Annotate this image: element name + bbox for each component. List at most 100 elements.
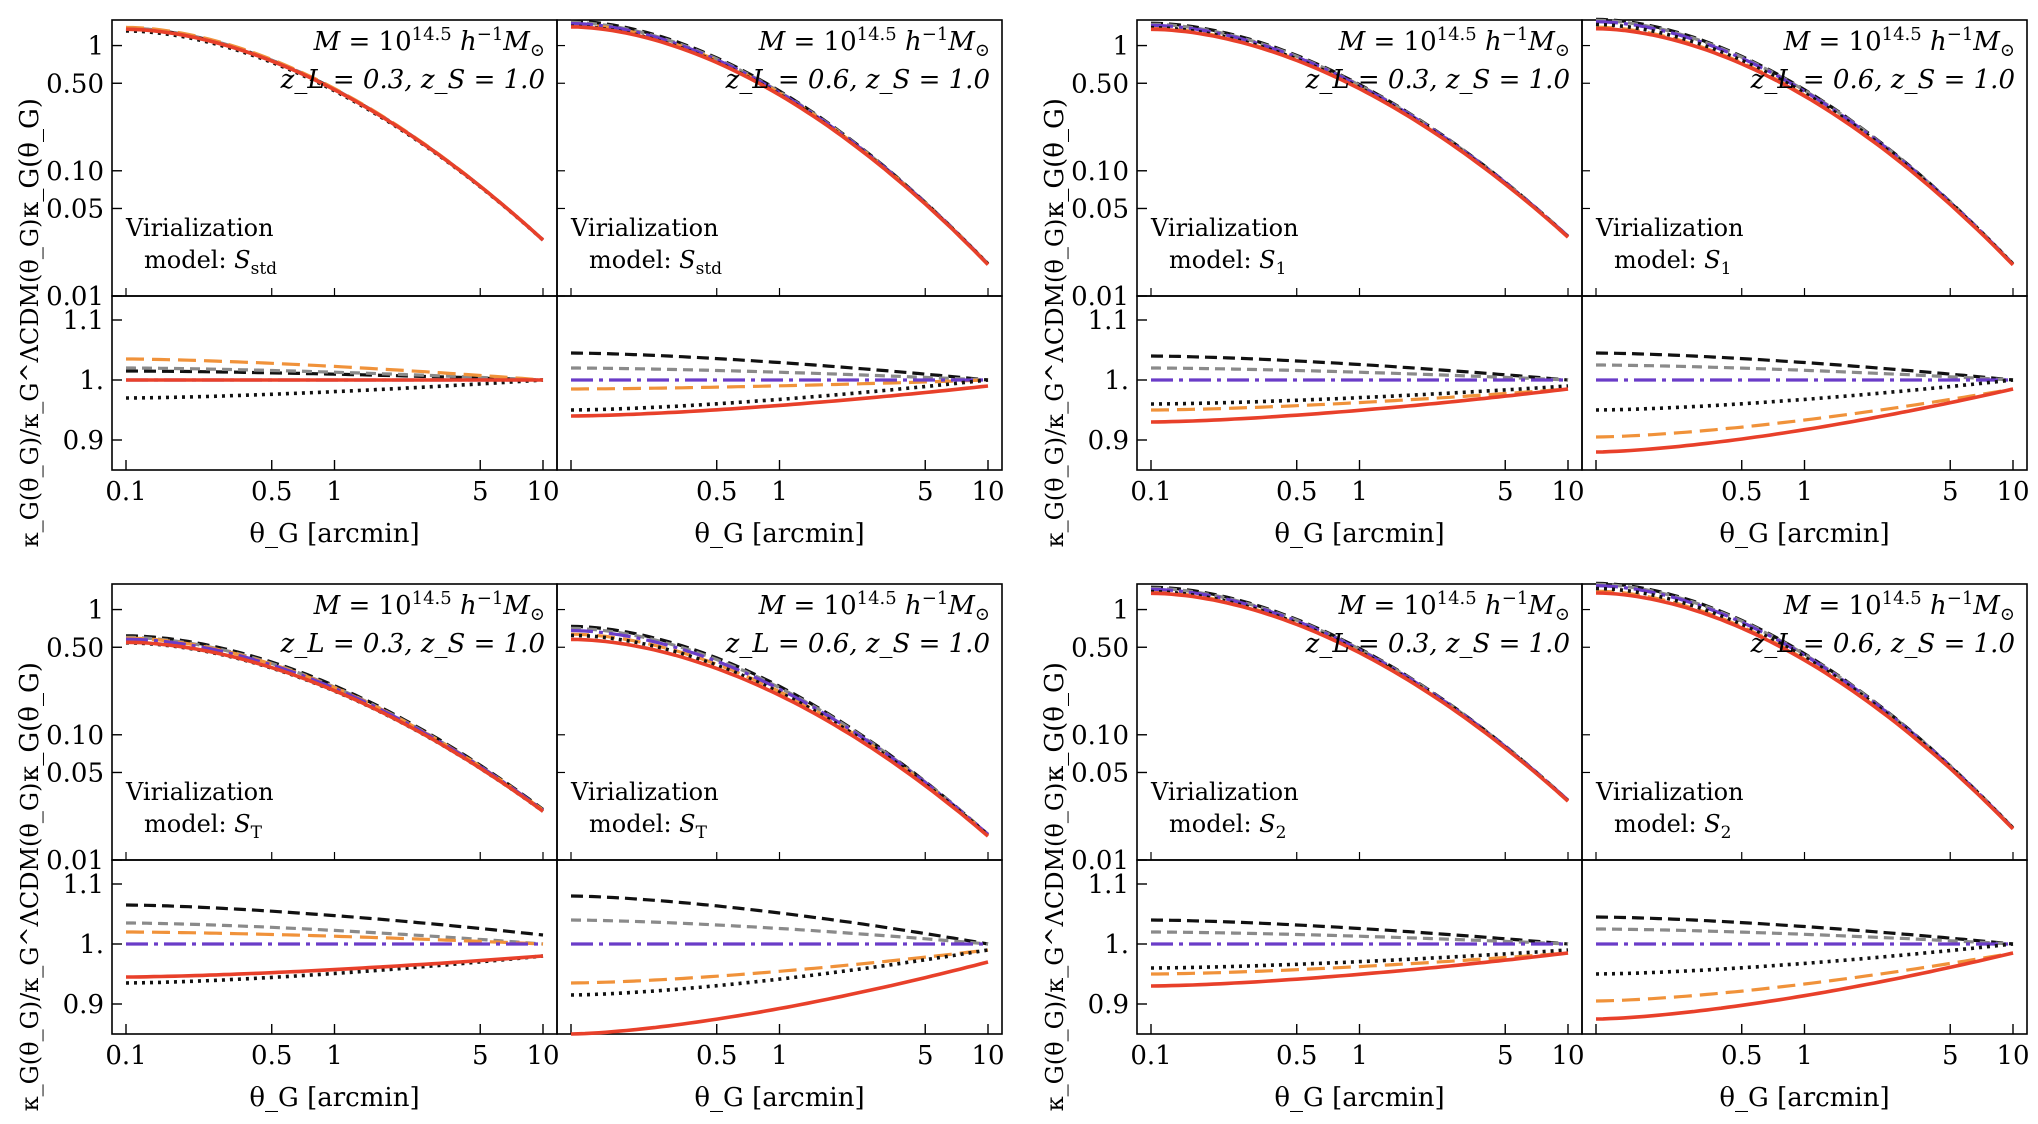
text-part: h [897, 591, 922, 621]
ratio-curve-orange_dashed [571, 378, 989, 391]
x-tick-label: 5 [472, 477, 489, 507]
x-tick-label: 5 [472, 1041, 489, 1071]
x-axis-label: θ_G [arcmin] [694, 519, 864, 549]
ratio-curve-gray_dashed [1151, 366, 1569, 382]
redshift-annotation: z_L = 0.3, z_S = 1.0 [1305, 629, 1570, 659]
virialization-label: Virialization [125, 778, 274, 806]
mass-annotation: M = 1014.5 h−1M⊙ [758, 24, 990, 61]
y-tick-label: 1 [87, 596, 104, 626]
text-part: model: [1169, 246, 1259, 274]
model-label: model: S2 [1614, 810, 1731, 843]
x-axis-label: θ_G [arcmin] [249, 1083, 419, 1113]
text-part: = 10 [1365, 27, 1436, 57]
ratio-curve-orange_dashed [1595, 951, 2014, 1003]
kappa-curve-red_solid [1595, 591, 2015, 831]
kappa-curve-gray_dashed [125, 26, 545, 242]
ratio-curve-gray_dashed [570, 918, 989, 946]
ratio-curve-orange_dashed [570, 948, 989, 985]
y-tick-label: 1 [87, 32, 104, 62]
ratio-curve-gray_dashed [126, 366, 544, 382]
x-tick-label: 0.1 [1130, 1041, 1171, 1071]
text-part: 14.5 [857, 588, 897, 609]
x-tick-label: 10 [971, 1041, 1004, 1071]
text-part: ⊙ [975, 40, 990, 61]
kappa-curve-blue_dashdot [1150, 23, 1570, 238]
x-tick-label: 1 [1351, 1041, 1368, 1071]
ratio-curve-black_dotted [125, 954, 544, 985]
text-part: = 10 [340, 27, 411, 57]
ratio-curve-orange_dashed [1151, 387, 1569, 412]
ratio-curve-black_dashed [1595, 915, 2014, 946]
virialization-label: Virialization [125, 214, 274, 242]
text-part: −1 [477, 24, 504, 45]
x-tick-label: 5 [1942, 1041, 1959, 1071]
text-part: M [1338, 27, 1367, 57]
kappa-curve-black_dotted [1150, 589, 1570, 803]
text-part: 14.5 [412, 588, 452, 609]
x-tick-label: 0.1 [105, 477, 146, 507]
text-part: 14.5 [1882, 24, 1922, 45]
virialization-label: Virialization [570, 214, 719, 242]
text-part: = 10 [1810, 27, 1881, 57]
text-part: ⊙ [2000, 40, 2015, 61]
y-tick-label: 0.01 [46, 282, 104, 312]
model-label: model: S2 [1169, 810, 1286, 843]
y-tick-label: 0.05 [1071, 194, 1129, 224]
text-part: h [1477, 27, 1502, 57]
ratio-curve-orange_dashed [126, 357, 544, 382]
ratio-curve-black_dashed [1150, 918, 1569, 946]
text-part: T [696, 823, 708, 843]
kappa-curve-black_dotted [570, 633, 990, 837]
text-part: S [234, 810, 250, 838]
ratio-tick-label: 1.1 [1088, 306, 1129, 336]
text-part: model: [144, 810, 234, 838]
mass-annotation: M = 1014.5 h−1M⊙ [1338, 588, 1570, 625]
x-tick-label: 1 [771, 1041, 788, 1071]
ratio-panel-frame [1581, 295, 2028, 471]
ratio-curve-gray_dashed [1596, 927, 2014, 946]
kappa-curve-gray_dashed [1595, 582, 2015, 830]
mass-annotation: M = 1014.5 h−1M⊙ [313, 588, 545, 625]
top-y-axis-label: κ_G(θ_G) [15, 98, 45, 218]
text-part: S [679, 810, 695, 838]
x-tick-label: 5 [1497, 1041, 1514, 1071]
text-part: S [679, 246, 695, 274]
ratio-curve-red_solid [1595, 387, 2014, 454]
y-tick-label: 0.10 [46, 157, 104, 187]
y-tick-label: 1 [1112, 596, 1129, 626]
text-part: −1 [477, 588, 504, 609]
kappa-curve-gray_dashed [1595, 18, 2015, 266]
x-tick-label: 1 [326, 477, 343, 507]
text-part: std [696, 259, 723, 279]
text-part: −1 [1947, 24, 1974, 45]
kappa-curve-black_dashed [125, 26, 545, 242]
y-tick-label: 1 [1112, 32, 1129, 62]
x-tick-label: 10 [1996, 477, 2029, 507]
ratio-panel-frame [111, 295, 558, 471]
ratio-curve-black_dotted [1595, 378, 2014, 412]
text-part: model: [1169, 810, 1259, 838]
text-part: M [313, 591, 342, 621]
text-part: M [313, 27, 342, 57]
kappa-curve-red_solid [125, 640, 545, 813]
redshift-annotation: z_L = 0.6, z_S = 1.0 [725, 629, 990, 659]
y-tick-label: 0.10 [1071, 157, 1129, 187]
text-part: M [502, 591, 531, 621]
text-part: = 10 [1810, 591, 1881, 621]
x-tick-label: 0.5 [696, 477, 737, 507]
x-tick-label: 5 [917, 477, 934, 507]
ratio-curve-black_dashed [1595, 351, 2014, 382]
x-tick-label: 0.5 [251, 1041, 292, 1071]
virialization-label: Virialization [1150, 214, 1299, 242]
x-tick-label: 1 [1351, 477, 1368, 507]
kappa-curve-orange_dashed [125, 25, 545, 242]
y-tick-label: 0.50 [1071, 633, 1129, 663]
text-part: h [1922, 591, 1947, 621]
ratio-curve-black_dashed [125, 903, 544, 937]
ratio-curve-red_solid [1595, 951, 2014, 1021]
ratio-curve-black_dashed [570, 351, 989, 382]
x-tick-label: 10 [1551, 1041, 1584, 1071]
x-axis-label: θ_G [arcmin] [1274, 519, 1444, 549]
kappa-curve-orange_dashed [1150, 590, 1570, 803]
